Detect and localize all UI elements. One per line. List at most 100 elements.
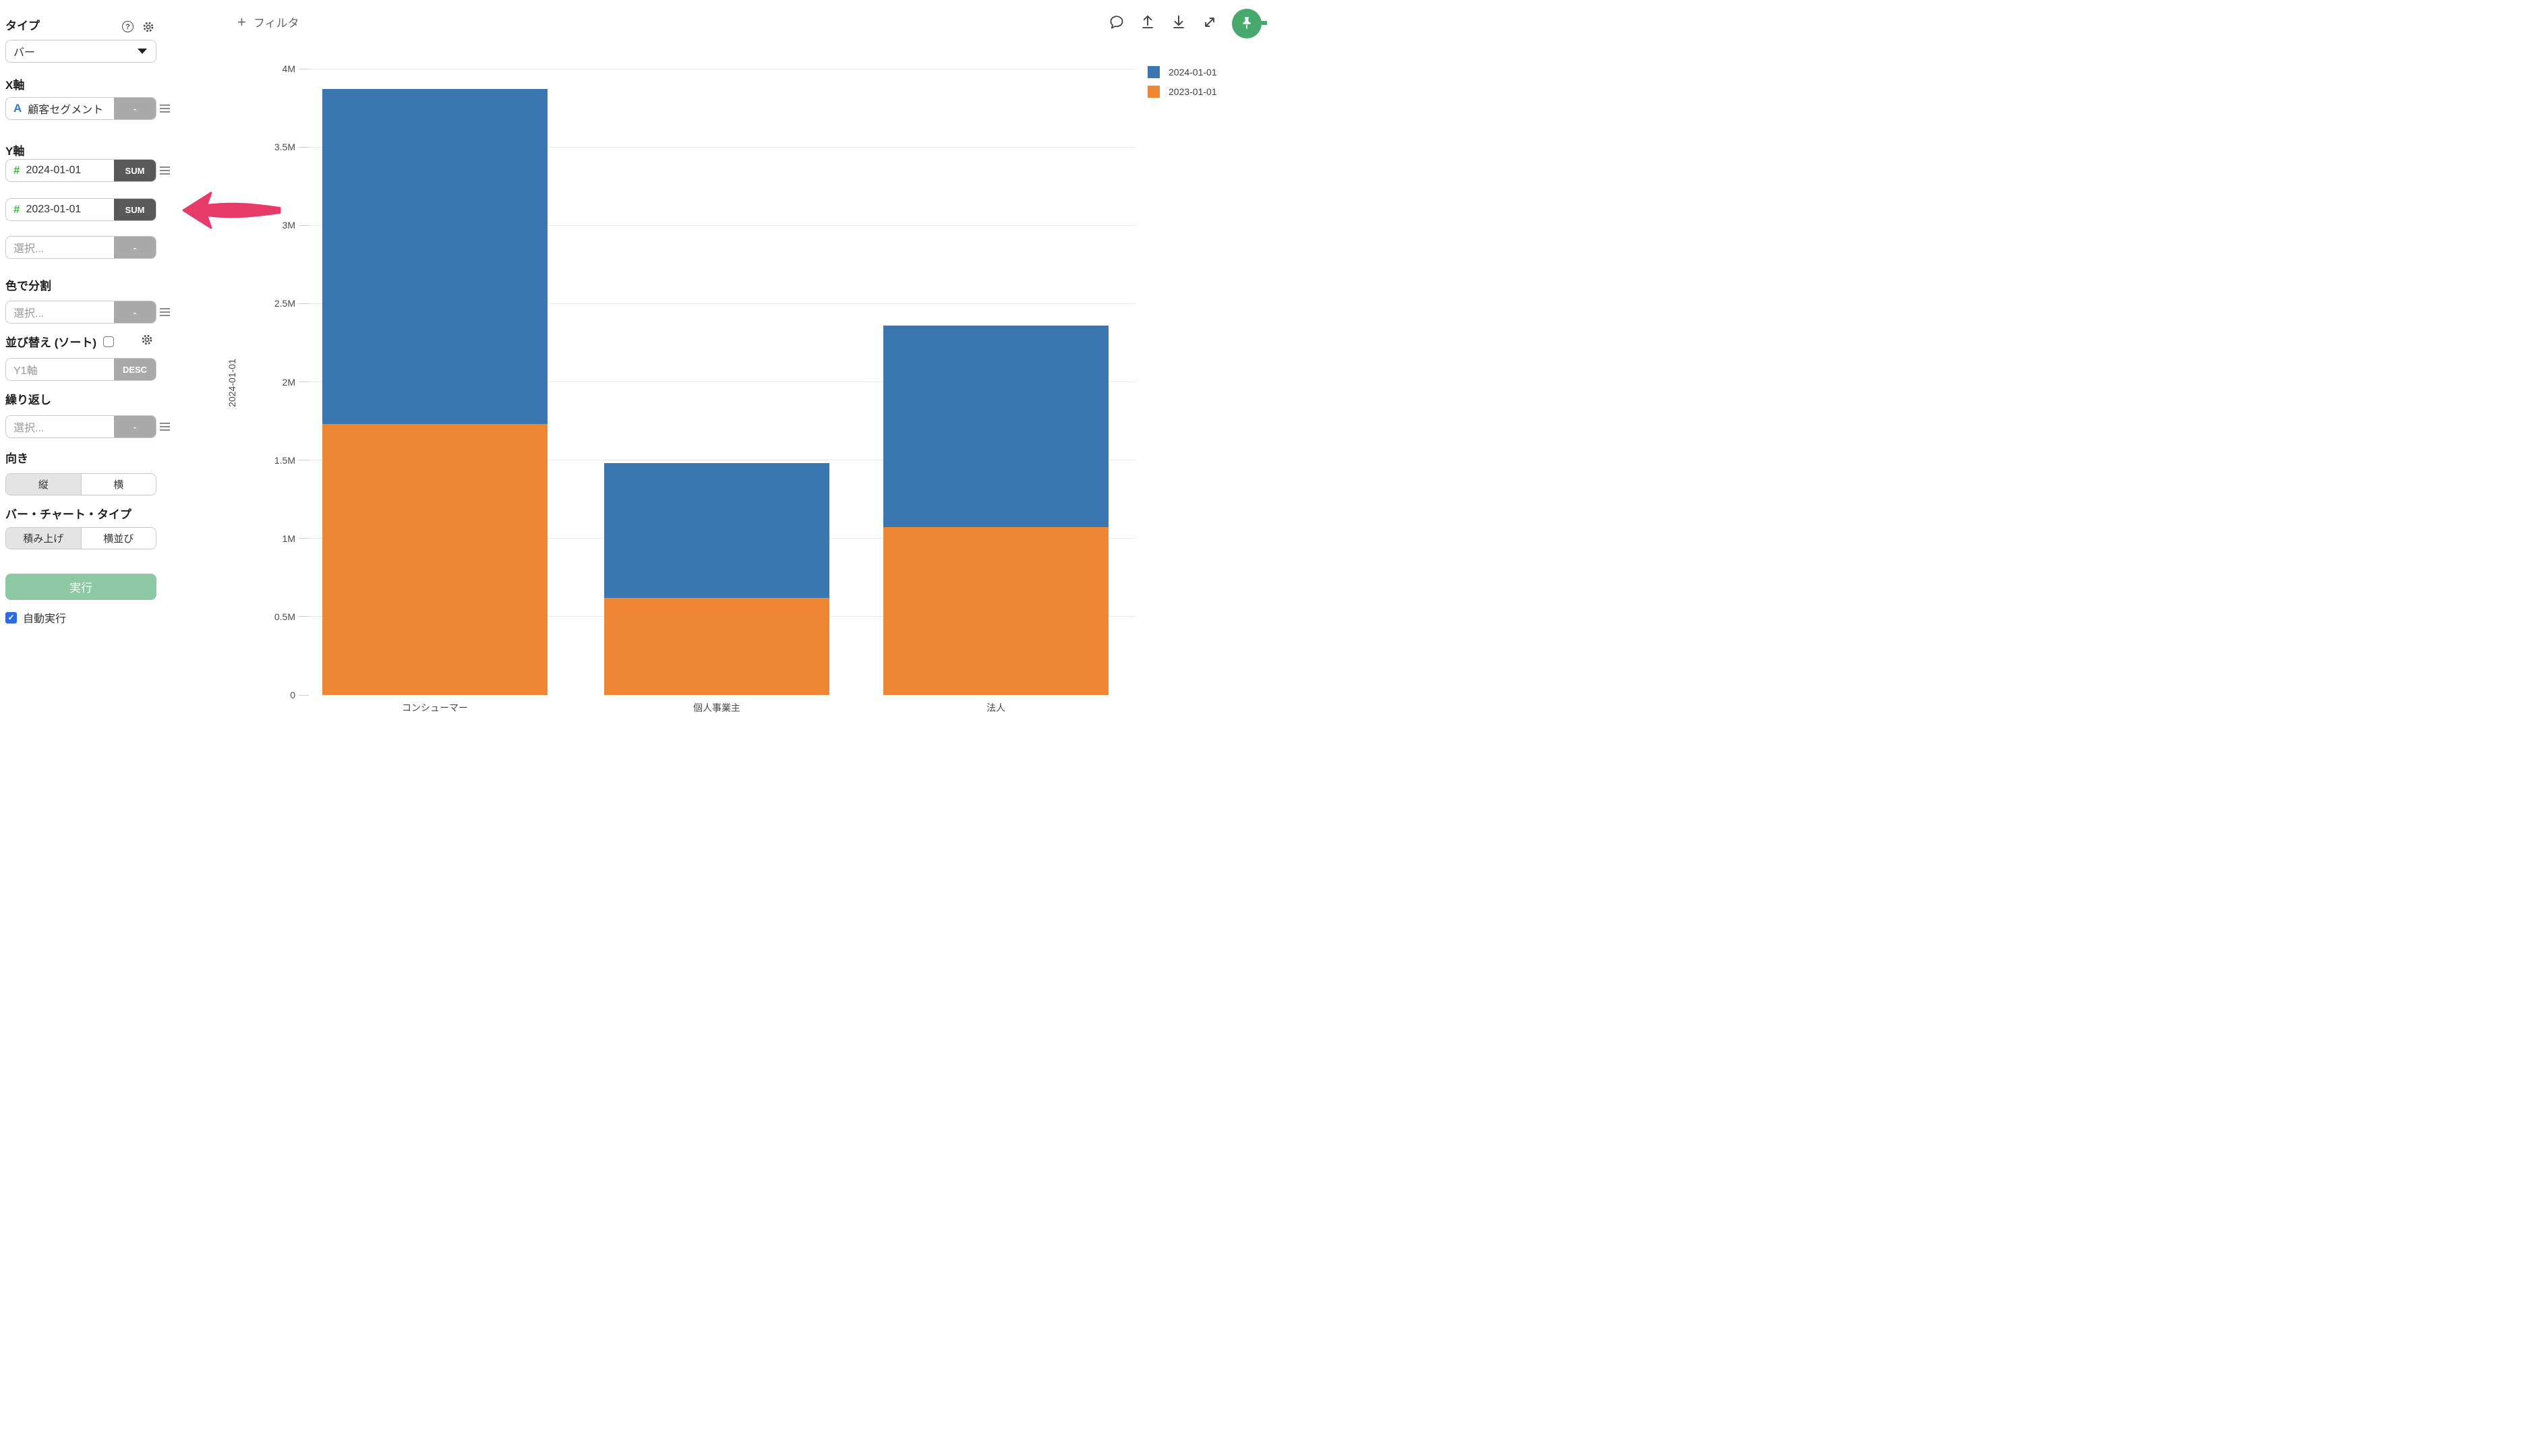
add-filter-button[interactable]: + フィルタ [237,13,299,30]
repeat-section-label: 繰り返し [5,394,51,406]
comment-icon[interactable] [1107,12,1127,32]
legend-swatch-2024-01-01 [1148,66,1160,78]
y-tick-label-1M: 1M [282,533,295,544]
chart-area: 2024-01-01 0 0.5M 1M 1.5M 2M 2.5M 3M 3.5M 4M コンシュ… [0,0,1267,728]
repeat-field-row[interactable]: 選択... - [5,415,156,438]
plus-icon: + [237,13,246,30]
download-icon[interactable] [1169,12,1189,32]
y-axis-agg-button-2[interactable]: SUM [114,199,156,220]
sort-checkbox[interactable] [103,336,115,347]
pin-button[interactable] [1232,9,1262,38]
run-button[interactable]: 実行 [5,574,156,600]
y-axis-placeholder: 選択... [13,243,45,255]
repeat-placeholder: 選択... [13,423,45,434]
sort-direction-button[interactable]: DESC [114,359,156,380]
sort-field-value: Y1軸 [13,365,38,377]
filter-label: フィルタ [253,17,299,30]
repeat-menu-icon[interactable] [160,423,170,431]
auto-run-checkbox[interactable]: ✓ [5,611,17,624]
sort-section-label: 並び替え (ソート) [5,336,97,349]
tick-0 [299,694,309,696]
y-tick-label-3.5M: 3.5M [274,142,295,153]
bar-segment-法人-2024-01-01[interactable] [883,325,1109,528]
auto-run-row: ✓ 自動実行 [5,609,66,626]
bar-type-option-grouped[interactable]: 横並び [103,533,134,545]
color-section-label: 色で分割 [5,280,51,293]
y-axis-field-row-2[interactable]: # 2023-01-01 SUM [5,198,156,221]
sort-gear-icon[interactable] [141,334,153,349]
x-category-label-コンシューマー: コンシューマー [402,702,468,713]
callout-arrow [182,191,281,229]
orientation-option-horizontal[interactable]: 横 [113,479,124,491]
y-tick-label-2M: 2M [282,376,295,388]
x-axis-section-label: X軸 [5,79,25,92]
numeric-type-icon: # [13,203,20,216]
legend-item-2023-01-01[interactable]: 2023-01-01 [1148,86,1217,98]
type-section-label: タイプ [5,20,40,32]
bar-segment-コンシューマー-2024-01-01[interactable] [322,89,548,425]
bar-segment-コンシューマー-2023-01-01[interactable] [322,424,548,695]
chart-type-dropdown[interactable]: バー [5,40,156,63]
y-axis-section-label: Y軸 [5,145,25,158]
x-axis-menu-icon[interactable] [160,104,170,113]
auto-run-label: 自動実行 [23,613,67,625]
y-tick-label-3M: 3M [282,220,295,231]
bar-segment-個人事業主-2024-01-01[interactable] [604,463,829,598]
app-window: タイプ ? バー X軸 A 顧客セグメント - Y軸 [0,0,1267,728]
y-axis-field-value-2: 2023-01-01 [26,204,82,215]
legend-label-2024-01-01: 2024-01-01 [1169,67,1217,78]
orientation-section-label: 向き [5,452,28,465]
y-tick-label-0: 0 [290,690,295,700]
tick-3.5M [299,146,309,148]
orientation-toggle: 縦 横 [5,473,156,495]
bar-segment-個人事業主-2023-01-01[interactable] [604,598,829,695]
y-axis-menu-icon[interactable] [160,166,170,175]
upload-icon[interactable] [1138,12,1158,32]
x-axis-field-row[interactable]: A 顧客セグメント - [5,97,156,120]
settings-gear-icon[interactable] [142,21,154,36]
y-axis-empty-agg-button[interactable]: - [114,237,156,258]
bar-type-option-stacked[interactable]: 積み上げ [6,528,82,549]
legend-label-2023-01-01: 2023-01-01 [1169,86,1217,97]
y-tick-label-1.5M: 1.5M [274,454,295,466]
sort-section-header: 並び替え (ソート) [5,333,115,350]
y-tick-label-2.5M: 2.5M [274,298,295,309]
x-axis-field-value: 顧客セグメント [28,104,104,116]
legend: 2024-01-01 2023-01-01 [1148,66,1217,98]
repeat-agg-button[interactable]: - [114,416,156,437]
expand-icon[interactable] [1200,12,1220,32]
bar-segment-法人-2023-01-01[interactable] [883,527,1109,695]
tick-2.5M [299,303,309,304]
tick-1M [299,538,309,539]
chart-type-value: バー [13,47,36,59]
legend-item-2024-01-01[interactable]: 2024-01-01 [1148,66,1217,78]
legend-swatch-2023-01-01 [1148,86,1160,98]
y-tick-label-0.5M: 0.5M [274,611,295,622]
chevron-down-icon [138,49,147,54]
y-tick-label-4M: 4M [282,63,295,74]
x-axis-agg-button[interactable]: - [114,98,156,119]
bar-type-section-label: バー・チャート・タイプ [5,508,131,521]
toolbar-icons [1107,12,1220,32]
y-axis-field-value-1: 2024-01-01 [26,164,82,176]
tick-3M [299,224,309,226]
orientation-option-vertical[interactable]: 縦 [6,474,82,495]
numeric-type-icon: # [13,164,20,177]
bar-type-toggle: 積み上げ 横並び [5,527,156,549]
tick-0.5M [299,616,309,617]
sort-field-row[interactable]: Y1軸 DESC [5,358,156,381]
pin-connector [1260,21,1267,25]
y-axis-empty-row[interactable]: 選択... - [5,236,156,259]
y-axis-title: 2024-01-01 [227,359,237,407]
y-axis-agg-button-1[interactable]: SUM [114,160,156,181]
help-icon[interactable]: ? [122,21,134,32]
color-field-row[interactable]: 選択... - [5,301,156,324]
color-agg-button[interactable]: - [114,301,156,323]
x-category-label-法人: 法人 [986,702,1005,713]
color-menu-icon[interactable] [160,308,170,316]
pushpin-icon [1243,17,1251,30]
x-category-label-個人事業主: 個人事業主 [693,702,740,713]
y-axis-field-row-1[interactable]: # 2024-01-01 SUM [5,159,156,182]
text-type-icon: A [13,102,22,115]
color-placeholder: 選択... [13,308,45,320]
